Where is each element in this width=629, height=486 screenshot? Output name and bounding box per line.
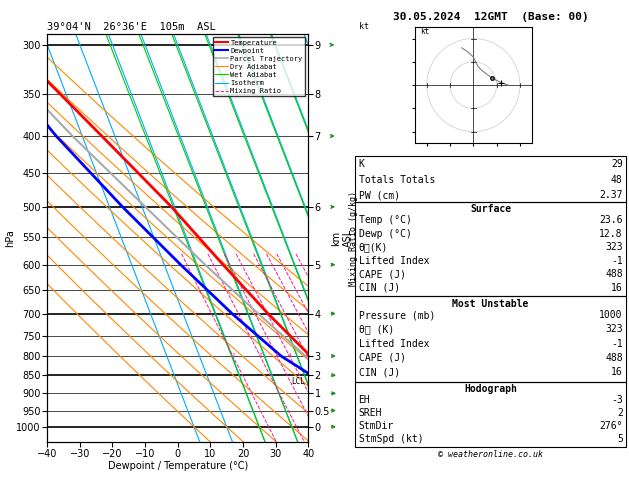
- Text: 29: 29: [611, 159, 623, 170]
- Text: 16: 16: [611, 283, 623, 293]
- Text: 39°04'N  26°36'E  105m  ASL: 39°04'N 26°36'E 105m ASL: [47, 22, 216, 32]
- Text: 48: 48: [611, 175, 623, 185]
- Text: 5: 5: [617, 434, 623, 444]
- X-axis label: Dewpoint / Temperature (°C): Dewpoint / Temperature (°C): [108, 461, 248, 471]
- Text: 323: 323: [605, 243, 623, 252]
- Text: © weatheronline.co.uk: © weatheronline.co.uk: [438, 450, 543, 459]
- Text: CAPE (J): CAPE (J): [359, 353, 406, 363]
- Text: Dewp (°C): Dewp (°C): [359, 229, 411, 239]
- Text: Surface: Surface: [470, 204, 511, 214]
- Text: K: K: [359, 159, 364, 170]
- Text: Temp (°C): Temp (°C): [359, 215, 411, 226]
- Text: CIN (J): CIN (J): [359, 283, 399, 293]
- Text: kt: kt: [420, 27, 429, 36]
- Text: θᴄ(K): θᴄ(K): [359, 243, 388, 252]
- Text: 30.05.2024  12GMT  (Base: 00): 30.05.2024 12GMT (Base: 00): [392, 12, 589, 22]
- Text: Mixing Ratio (g/kg): Mixing Ratio (g/kg): [349, 191, 359, 286]
- Text: 3: 3: [275, 353, 279, 359]
- Text: 1000: 1000: [599, 310, 623, 320]
- Text: kt: kt: [359, 22, 369, 31]
- Text: CAPE (J): CAPE (J): [359, 269, 406, 279]
- Text: 1: 1: [231, 353, 235, 359]
- Text: 2: 2: [259, 353, 262, 359]
- Text: 2: 2: [617, 408, 623, 418]
- Text: -1: -1: [611, 339, 623, 348]
- Text: 23.6: 23.6: [599, 215, 623, 226]
- Text: Lifted Index: Lifted Index: [359, 339, 429, 348]
- Text: StmDir: StmDir: [359, 421, 394, 431]
- Text: Lifted Index: Lifted Index: [359, 256, 429, 266]
- Text: PW (cm): PW (cm): [359, 190, 399, 200]
- Text: 2.37: 2.37: [599, 190, 623, 200]
- Text: Most Unstable: Most Unstable: [452, 299, 529, 309]
- Text: SREH: SREH: [359, 408, 382, 418]
- Text: LCL: LCL: [291, 377, 305, 386]
- Text: 16: 16: [611, 367, 623, 377]
- Text: θᴄ (K): θᴄ (K): [359, 324, 394, 334]
- Text: CIN (J): CIN (J): [359, 367, 399, 377]
- Text: 6: 6: [306, 353, 309, 359]
- Text: Totals Totals: Totals Totals: [359, 175, 435, 185]
- Text: 488: 488: [605, 353, 623, 363]
- Text: EH: EH: [359, 395, 370, 405]
- Text: Pressure (mb): Pressure (mb): [359, 310, 435, 320]
- Text: Hodograph: Hodograph: [464, 384, 517, 394]
- Text: -3: -3: [611, 395, 623, 405]
- Text: -1: -1: [611, 256, 623, 266]
- Text: 12.8: 12.8: [599, 229, 623, 239]
- Text: StmSpd (kt): StmSpd (kt): [359, 434, 423, 444]
- Y-axis label: hPa: hPa: [5, 229, 15, 247]
- Text: 276°: 276°: [599, 421, 623, 431]
- Y-axis label: km
ASL: km ASL: [331, 229, 353, 247]
- Legend: Temperature, Dewpoint, Parcel Trajectory, Dry Adiabat, Wet Adiabat, Isotherm, Mi: Temperature, Dewpoint, Parcel Trajectory…: [213, 37, 304, 96]
- Text: 4: 4: [287, 353, 291, 359]
- Text: 323: 323: [605, 324, 623, 334]
- Text: 488: 488: [605, 269, 623, 279]
